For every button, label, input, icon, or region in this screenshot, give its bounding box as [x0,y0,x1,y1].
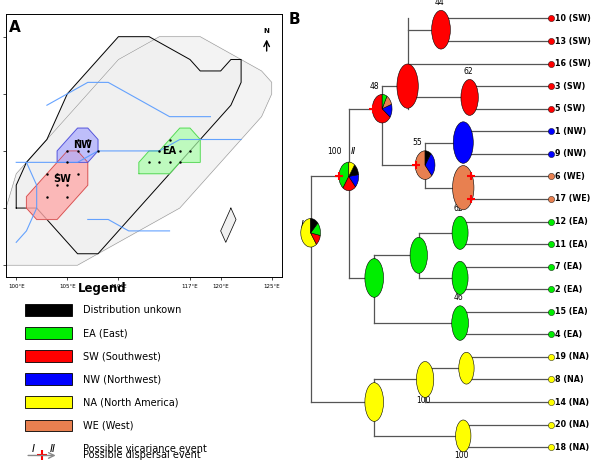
Wedge shape [415,151,432,179]
Text: 1 (NW): 1 (NW) [556,127,587,136]
Text: Possible vicariance event: Possible vicariance event [83,444,207,454]
FancyBboxPatch shape [25,396,72,408]
Text: Legend: Legend [78,282,127,295]
Polygon shape [221,208,236,242]
Text: 62: 62 [454,204,463,213]
Text: 12 (EA): 12 (EA) [556,217,589,226]
Polygon shape [57,128,98,162]
Ellipse shape [365,383,383,421]
FancyBboxPatch shape [25,350,72,362]
Ellipse shape [461,79,478,115]
Ellipse shape [365,259,383,297]
Wedge shape [382,95,387,109]
Ellipse shape [455,420,471,452]
Wedge shape [301,219,316,247]
Wedge shape [343,177,356,191]
Wedge shape [339,162,349,188]
Wedge shape [349,165,359,177]
Text: 4 (EA): 4 (EA) [556,330,583,339]
Text: 16 (SW): 16 (SW) [556,59,592,68]
Wedge shape [311,223,320,236]
Text: 6 (WE): 6 (WE) [556,172,586,181]
Polygon shape [16,37,241,254]
Text: Possible dispersal event: Possible dispersal event [83,450,201,461]
Text: 44: 44 [434,0,444,7]
Text: Distribution unkown: Distribution unkown [83,305,182,315]
Text: 100: 100 [327,147,342,156]
Ellipse shape [459,352,474,384]
Text: 11 (EA): 11 (EA) [556,240,588,248]
Text: 100: 100 [416,396,431,405]
Wedge shape [425,151,431,165]
Text: 5 (SW): 5 (SW) [556,104,586,113]
Text: N: N [264,28,269,34]
Text: 13 (SW): 13 (SW) [556,36,592,46]
Ellipse shape [452,306,469,340]
Text: I: I [32,444,35,454]
Text: SW (Southwest): SW (Southwest) [83,351,161,361]
Text: 14 (NA): 14 (NA) [556,397,590,407]
Text: I: I [301,220,304,230]
Text: WE (West): WE (West) [83,420,134,431]
Text: II: II [350,147,356,156]
Text: SW: SW [53,175,71,184]
Text: 62: 62 [463,67,473,76]
Wedge shape [425,154,435,176]
Wedge shape [373,95,390,123]
Text: 17 (WE): 17 (WE) [556,195,591,203]
Ellipse shape [452,165,474,210]
Text: 9 (NW): 9 (NW) [556,149,587,158]
Text: NA (North America): NA (North America) [83,397,179,408]
Wedge shape [311,219,318,233]
Text: 10 (SW): 10 (SW) [556,14,592,23]
Ellipse shape [410,237,427,273]
Text: 19 (NA): 19 (NA) [556,352,590,361]
Wedge shape [349,162,355,177]
FancyBboxPatch shape [25,420,72,431]
Ellipse shape [452,216,468,249]
Text: 20 (NA): 20 (NA) [556,420,590,429]
Text: B: B [289,12,300,27]
FancyBboxPatch shape [25,304,72,316]
Wedge shape [349,175,359,187]
Ellipse shape [452,261,468,295]
Polygon shape [6,37,272,265]
Text: 15 (EA): 15 (EA) [556,307,588,316]
Ellipse shape [397,64,418,108]
Ellipse shape [453,122,473,163]
Text: EA (East): EA (East) [83,328,128,338]
FancyBboxPatch shape [25,373,72,385]
FancyBboxPatch shape [25,327,72,339]
Text: NW (Northwest): NW (Northwest) [83,374,161,384]
Text: 100: 100 [454,451,469,460]
Text: 48: 48 [370,82,379,91]
Ellipse shape [431,10,451,49]
Polygon shape [139,128,200,174]
Text: NW: NW [73,140,92,150]
Text: II: II [50,444,56,454]
Text: 55: 55 [412,138,422,147]
Text: 18 (NA): 18 (NA) [556,443,590,452]
Text: 3 (SW): 3 (SW) [556,82,586,91]
Text: A: A [9,19,21,35]
Text: 46: 46 [454,293,463,302]
Ellipse shape [416,361,434,397]
Wedge shape [311,233,320,244]
Polygon shape [26,151,88,219]
Text: 8 (NA): 8 (NA) [556,375,584,384]
Text: 7 (EA): 7 (EA) [556,262,583,271]
Wedge shape [382,104,392,117]
Text: 2 (EA): 2 (EA) [556,285,583,294]
Wedge shape [382,96,392,109]
Text: EA: EA [163,146,176,156]
